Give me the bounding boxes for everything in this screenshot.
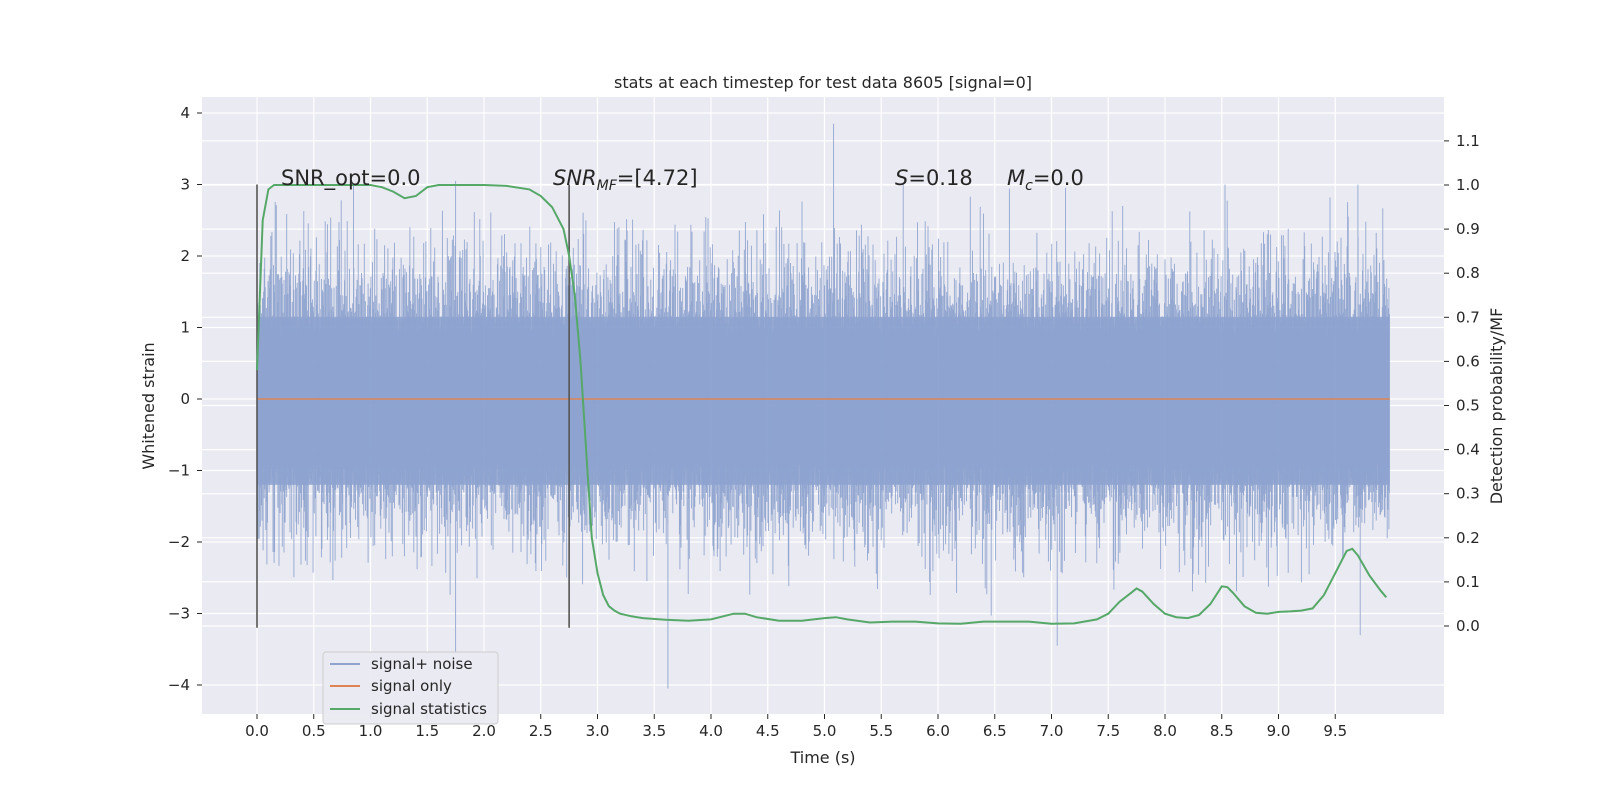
x-tick-label: 5.0 <box>813 722 837 740</box>
x-tick-label: 3.0 <box>586 722 610 740</box>
x-tick-label: 3.5 <box>642 722 666 740</box>
snr-mf-sub: MF <box>597 178 618 194</box>
legend-label-signal: signal only <box>371 677 452 695</box>
y-right-tick-label: 0.0 <box>1456 617 1480 635</box>
legend-label-noise: signal+ noise <box>371 655 473 673</box>
y-right-tick-label: 0.9 <box>1456 220 1480 238</box>
legend: signal+ noise signal only signal statist… <box>322 651 499 725</box>
snr-mf-main: SNR <box>553 166 597 190</box>
y-tick-label: −3 <box>168 605 190 623</box>
mc-value: =0.0 <box>1033 166 1084 190</box>
annotation-s: S=0.18 <box>895 166 973 190</box>
y-right-tick-label: 0.8 <box>1456 264 1480 282</box>
x-tick-label: 4.0 <box>699 722 723 740</box>
x-tick-label: 4.5 <box>756 722 780 740</box>
snr-mf-value: =[4.72] <box>617 166 698 190</box>
noise-core-band <box>257 316 1390 485</box>
y-tick-label: 3 <box>180 176 190 194</box>
x-tick-label: 2.5 <box>529 722 553 740</box>
x-tick-label: 6.0 <box>926 722 950 740</box>
signal-statistics-series <box>256 184 1388 625</box>
noise-series <box>256 123 1390 689</box>
y-axis-label-right: Detection probability/MF <box>1487 308 1506 505</box>
y-ticks-right: 0.0 0.1 0.2 0.3 0.4 0.5 0.6 0.7 0.8 0.9 1.0 1.1 <box>1444 132 1480 635</box>
annotation-snr-mf: SNRMF=[4.72] <box>553 166 698 194</box>
y-right-tick-label: 0.3 <box>1456 485 1480 503</box>
s-value: =0.18 <box>908 166 972 190</box>
x-tick-label: 7.0 <box>1040 722 1064 740</box>
y-right-tick-label: 0.2 <box>1456 529 1480 547</box>
y-right-tick-label: 0.5 <box>1456 397 1480 415</box>
y-tick-label: 2 <box>180 247 190 265</box>
y-ticks-left: −4 −3 −2 −1 0 1 2 3 4 <box>168 104 202 694</box>
y-tick-label: 1 <box>180 319 190 337</box>
y-right-tick-label: 1.0 <box>1456 176 1480 194</box>
x-tick-label: 0.5 <box>302 722 326 740</box>
signal-statistics-line <box>256 184 1388 625</box>
x-tick-label: 8.5 <box>1210 722 1234 740</box>
y-right-tick-label: 0.6 <box>1456 352 1480 370</box>
y-tick-label: −2 <box>168 533 190 551</box>
annotation-snr-opt: SNR_opt=0.0 <box>281 166 421 191</box>
annotation-mc: Mc=0.0 <box>1007 166 1084 194</box>
mc-sub: c <box>1025 178 1033 194</box>
x-tick-label: 9.0 <box>1267 722 1291 740</box>
x-tick-label: 6.5 <box>983 722 1007 740</box>
y-tick-label: 0 <box>180 390 190 408</box>
x-tick-label: 7.5 <box>1096 722 1120 740</box>
x-ticks: 0.0 0.5 1.0 1.5 2.0 2.5 3.0 3.5 4.0 4.5 5.0 5.5 6.0 6… <box>245 714 1347 740</box>
legend-label-stats: signal statistics <box>371 700 487 718</box>
x-tick-label: 5.5 <box>869 722 893 740</box>
y-right-tick-label: 0.4 <box>1456 441 1480 459</box>
legend-box <box>322 651 499 725</box>
x-tick-label: 8.0 <box>1153 722 1177 740</box>
x-tick-label: 9.5 <box>1323 722 1347 740</box>
y-right-tick-label: 0.1 <box>1456 573 1480 591</box>
x-tick-label: 2.0 <box>472 722 496 740</box>
x-tick-label: 1.5 <box>415 722 439 740</box>
y-axis-label-left: Whitened strain <box>139 342 158 469</box>
y-tick-label: 4 <box>180 104 190 122</box>
y-tick-label: −1 <box>168 462 190 480</box>
y-right-tick-label: 1.1 <box>1456 132 1480 150</box>
mc-main: M <box>1007 166 1025 190</box>
x-axis-label: Time (s) <box>789 748 855 767</box>
y-tick-label: −4 <box>168 676 190 694</box>
x-tick-label: 1.0 <box>359 722 383 740</box>
chart-title: stats at each timestep for test data 860… <box>614 73 1032 92</box>
s-main: S <box>895 166 908 190</box>
x-tick-label: 0.0 <box>245 722 269 740</box>
y-right-tick-label: 0.7 <box>1456 308 1480 326</box>
